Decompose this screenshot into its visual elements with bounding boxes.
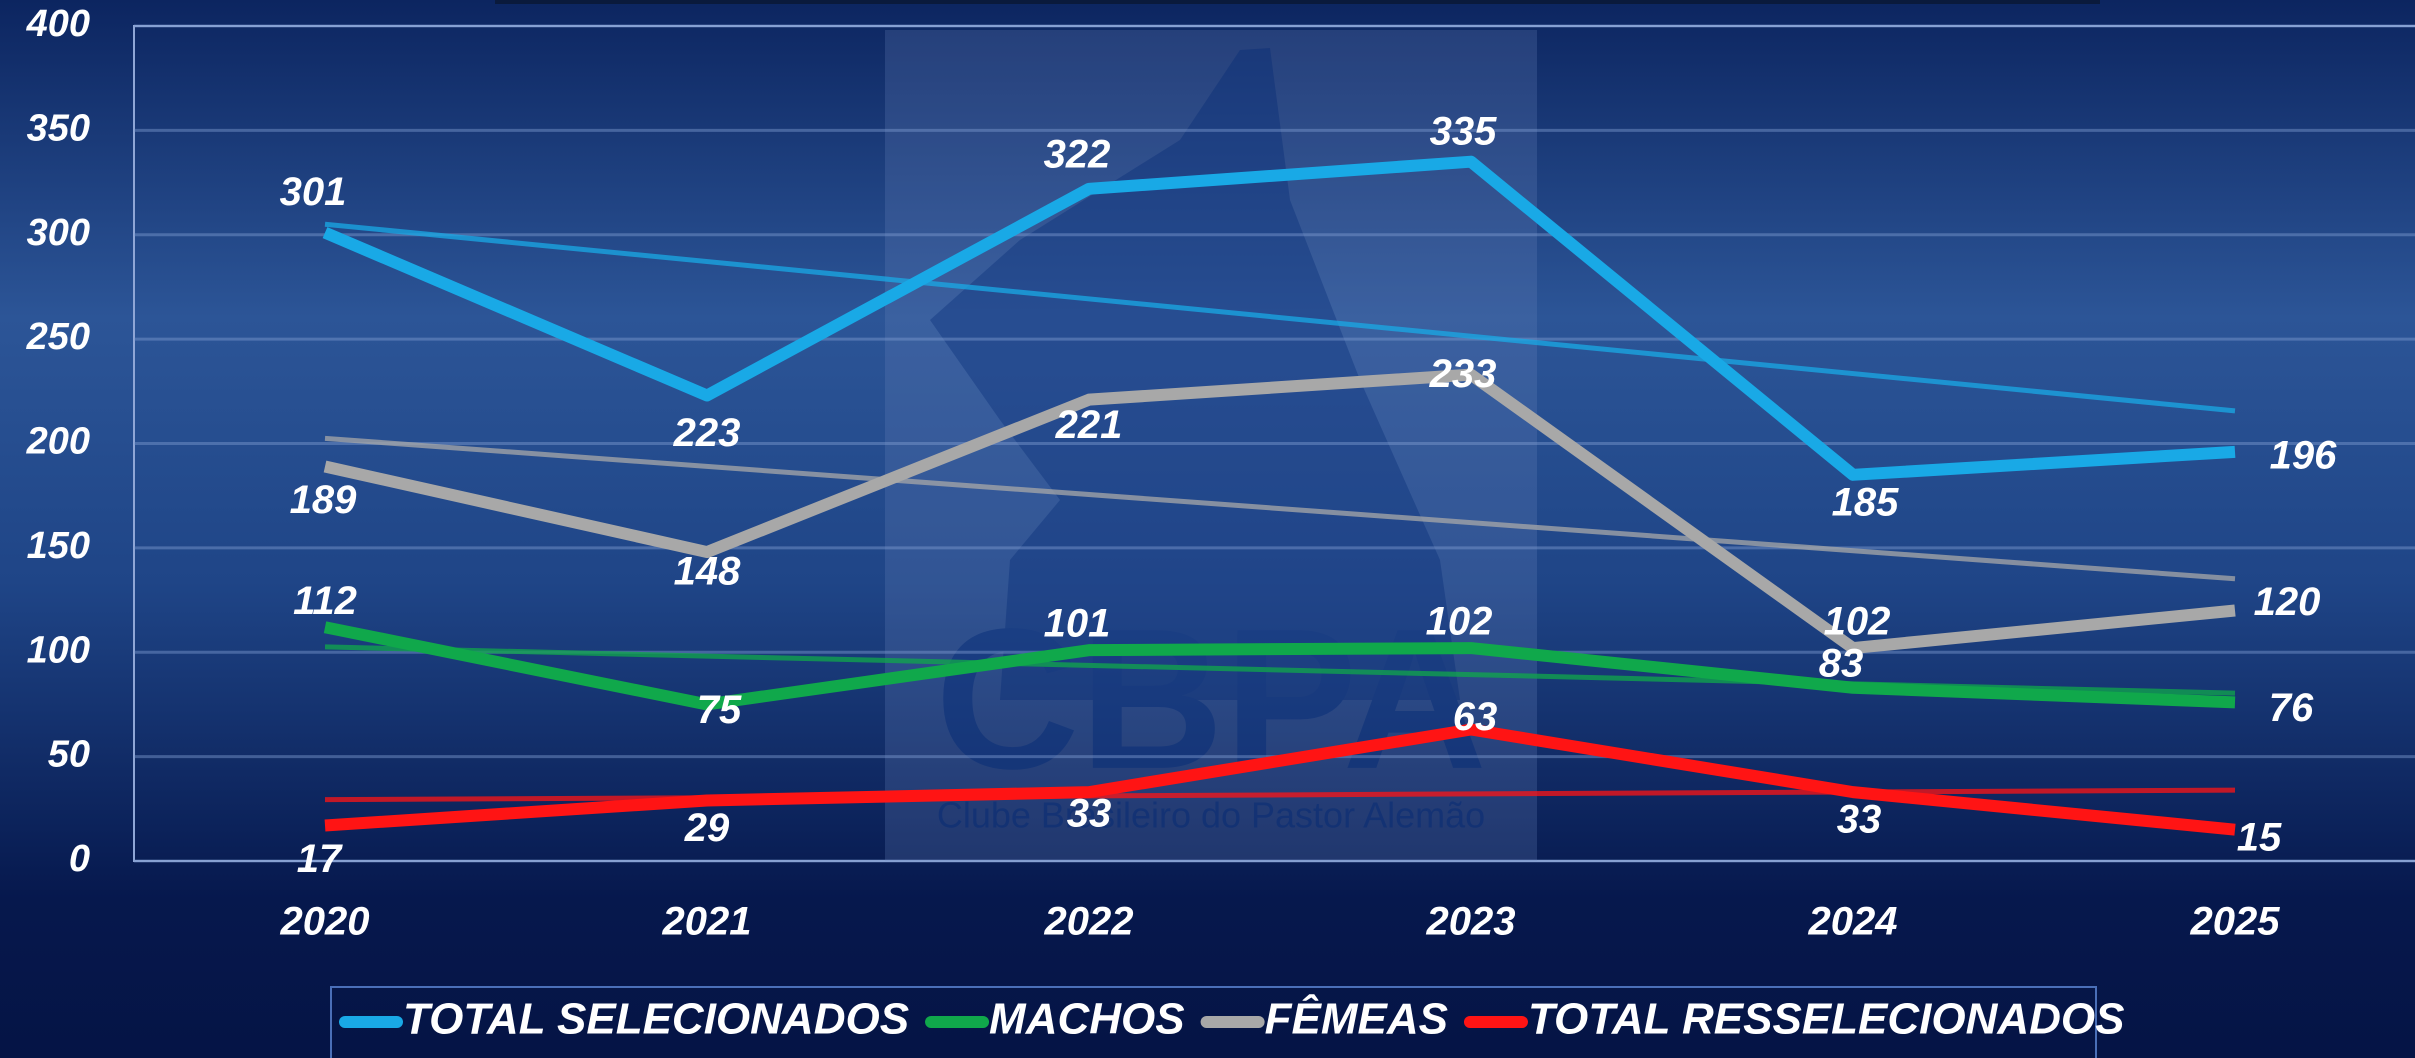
- x-tick-label: 2023: [1426, 900, 1516, 944]
- data-label: 102: [1824, 600, 1891, 644]
- data-label: 221: [1055, 403, 1123, 447]
- x-tick-label: 2025: [2190, 900, 2281, 944]
- plot-area: [133, 25, 2415, 862]
- legend-label: MACHOS: [989, 995, 1185, 1044]
- y-tick-label: 200: [26, 421, 90, 463]
- data-label: 33: [1837, 798, 1882, 842]
- x-tick-label: 2021: [662, 900, 752, 944]
- data-label: 233: [1429, 352, 1497, 396]
- title-strip: [495, 0, 2100, 4]
- data-label: 335: [1430, 109, 1497, 153]
- data-label: 29: [684, 806, 730, 850]
- data-label: 63: [1453, 695, 1498, 739]
- data-label: 101: [1044, 602, 1111, 646]
- legend: [330, 986, 2097, 1058]
- data-line: [323, 621, 2236, 711]
- y-tick-label: 250: [26, 316, 90, 358]
- x-tick-label: 2024: [1808, 900, 1898, 944]
- y-tick-label: 0: [69, 838, 90, 880]
- data-label: 17: [297, 837, 343, 881]
- data-line: [324, 723, 2236, 836]
- legend-label: TOTAL SELECIONADOS: [403, 995, 909, 1044]
- data-label: 102: [1426, 600, 1493, 644]
- data-label: 33: [1067, 792, 1112, 836]
- trend-line: [324, 221, 2236, 414]
- data-label: 112: [293, 579, 357, 623]
- data-label: 120: [2254, 580, 2321, 624]
- data-label: 15: [2237, 815, 2282, 859]
- data-label: 301: [280, 170, 347, 214]
- data-label: 83: [1819, 641, 1864, 685]
- trend-line: [324, 435, 2236, 582]
- y-tick-label: 350: [27, 107, 90, 149]
- x-tick-label: 2022: [1044, 900, 1134, 944]
- data-label: 185: [1832, 480, 1899, 524]
- data-label: 322: [1044, 132, 1111, 176]
- y-tick-label: 300: [27, 212, 90, 254]
- y-tick-label: 50: [48, 734, 90, 776]
- watermark-text: Clube Brasileiro do Pastor Alemão: [937, 795, 1485, 836]
- data-line: [323, 368, 2236, 655]
- x-tick-label: 2020: [280, 900, 370, 944]
- data-label: 196: [2270, 433, 2337, 477]
- legend-label: FÊMEAS: [1265, 994, 1448, 1044]
- data-label: 148: [674, 550, 741, 594]
- y-tick-label: 400: [26, 3, 90, 45]
- y-tick-label: 150: [27, 525, 90, 567]
- y-tick-label: 100: [27, 629, 90, 671]
- data-line: [322, 155, 2236, 481]
- data-label: 75: [697, 688, 742, 732]
- data-label: 76: [2269, 686, 2314, 730]
- data-label: 223: [673, 411, 741, 455]
- legend-label: TOTAL RESSELECIONADOS: [1528, 995, 2125, 1044]
- data-label: 189: [290, 478, 357, 522]
- trend-line: [324, 787, 2236, 803]
